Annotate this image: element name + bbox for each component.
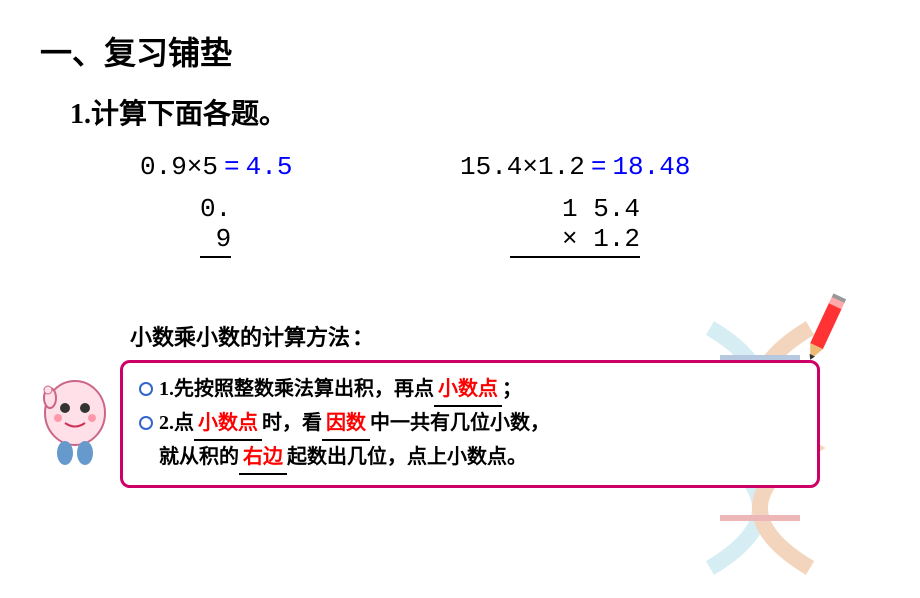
calc2-bottom: × 1.2 <box>510 224 640 258</box>
rule-line-1: 1.先按照整数乘法算出积，再点 小数点 ； <box>139 373 801 407</box>
vertical-calc-2: 1 5.4 × 1.2 <box>510 194 640 258</box>
problem-2: 15.4×1.2 = 18.48 1 5.4 × 1.2 <box>460 152 780 258</box>
rule1-a: 1.先按照整数乘法算出积，再点 <box>159 373 434 405</box>
expression-1: 0.9×5 <box>140 152 218 182</box>
rule-line-2: 2.点 小数点 时，看 因数 中一共有几位小数， <box>139 407 801 441</box>
answer-1: 4.5 <box>246 152 293 182</box>
spiral-icon <box>139 382 153 396</box>
section-title: 一、复习铺垫 <box>40 28 880 74</box>
equals-1: = <box>224 152 240 182</box>
calc1-bottom: 9 <box>200 224 231 258</box>
problems-container: 0.9×5 = 4.5 0. 9 15.4×1.2 = 18.48 1 5.4 … <box>140 152 880 258</box>
rule2-b: 时，看 <box>262 407 322 439</box>
rule-title: 小数乘小数的计算方法： <box>130 320 820 352</box>
rule-content: 1.先按照整数乘法算出积，再点 小数点 ； 2.点 小数点 时，看 因数 中一共… <box>120 360 820 488</box>
rule3-blank: 右边 <box>239 441 287 475</box>
rule2-c: 中一共有几位小数， <box>370 407 550 439</box>
equals-2: = <box>591 152 607 182</box>
rule3-b: 起数出几位，点上小数点。 <box>287 441 527 473</box>
calc2-top: 1 5.4 <box>510 194 640 224</box>
rule-box: 小数乘小数的计算方法： 1.先按照整数乘法算出积，再点 小数点 ； 2.点 小数… <box>120 320 820 488</box>
spiral-icon <box>139 416 153 430</box>
subtitle: 1.计算下面各题。 <box>70 92 880 132</box>
rule1-b: ； <box>502 373 522 405</box>
expression-2: 15.4×1.2 <box>460 152 585 182</box>
rule2-blank1: 小数点 <box>194 407 262 441</box>
rule1-blank: 小数点 <box>434 373 502 407</box>
rule3-a: 就从积的 <box>159 441 239 473</box>
rule-line-3: 就从积的 右边 起数出几位，点上小数点。 <box>159 441 801 475</box>
rule2-a: 2.点 <box>159 407 194 439</box>
mascot-character <box>30 368 120 468</box>
rule-title-text: 小数乘小数的计算方法 <box>130 325 350 350</box>
calc1-top: 0. <box>200 194 231 224</box>
vertical-calc-1: 0. 9 <box>200 194 231 258</box>
answer-2: 18.48 <box>612 152 690 182</box>
rule2-blank2: 因数 <box>322 407 370 441</box>
problem-1: 0.9×5 = 4.5 0. 9 <box>140 152 460 258</box>
equation-1: 0.9×5 = 4.5 <box>140 152 292 182</box>
slide-content: 一、复习铺垫 1.计算下面各题。 0.9×5 = 4.5 0. 9 15.4×1… <box>0 0 920 278</box>
rule-title-colon: ： <box>352 325 374 350</box>
equation-2: 15.4×1.2 = 18.48 <box>460 152 690 182</box>
